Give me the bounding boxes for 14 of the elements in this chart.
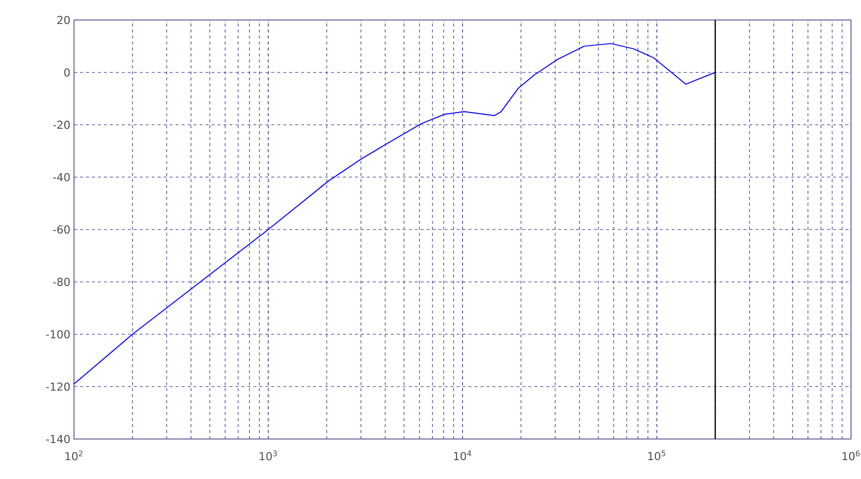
y-tick-label: 20 [57,16,70,24]
x-tick-label: 10$^{6}$ [842,450,860,460]
y-tick-label: -140 [46,434,70,444]
y-tick-label: -100 [46,330,70,338]
x-tick-label: 10$^{2}$ [66,450,82,460]
y-tick-label: -20 [53,120,70,129]
y-tick-label: 0 [64,68,70,77]
y-tick-label: -40 [53,172,70,182]
y-tick-label: -80 [53,278,70,286]
x-tick-label: 10$^{3}$ [260,450,277,460]
x-tick-label: 10$^{4}$ [454,450,472,460]
y-tick-label: -120 [46,382,70,391]
x-tick-label: 10$^{5}$ [648,450,666,460]
y-tick-label: -60 [53,225,70,234]
